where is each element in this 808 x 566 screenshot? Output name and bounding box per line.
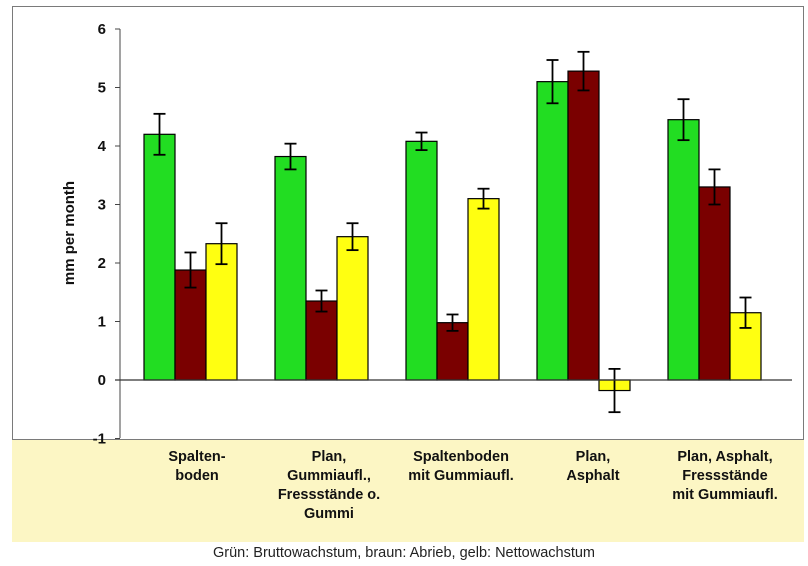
category-label: Plan, Gummiaufl., Fressstände o. Gummi bbox=[277, 449, 381, 522]
bar bbox=[274, 155, 307, 381]
bar bbox=[467, 198, 500, 381]
y-tick-label: 0 bbox=[98, 372, 106, 389]
bar bbox=[405, 140, 438, 381]
y-axis-label: mm per month bbox=[61, 181, 78, 285]
y-tick-label: 3 bbox=[98, 197, 106, 214]
y-tick-label: 6 bbox=[98, 21, 106, 38]
bar bbox=[536, 81, 569, 381]
chart-caption: Grün: Bruttowachstum, braun: Abrieb, gel… bbox=[212, 545, 596, 561]
bar bbox=[336, 236, 369, 381]
category-label: Plan, Asphalt bbox=[566, 449, 620, 484]
y-tick-label: 2 bbox=[98, 255, 106, 272]
category-label-panel: Spalten- boden Plan, Gummiaufl., Fressst… bbox=[12, 440, 804, 542]
category-label: Plan, Asphalt, Fressstände mit Gummiaufl… bbox=[672, 449, 778, 503]
bar bbox=[698, 186, 731, 381]
y-tick-label: 5 bbox=[98, 80, 106, 97]
bar bbox=[667, 119, 700, 381]
y-tick-label: 1 bbox=[98, 314, 106, 331]
y-tick-label: -1 bbox=[93, 431, 106, 448]
bar bbox=[436, 322, 469, 381]
bar bbox=[143, 133, 176, 381]
y-tick-label: 4 bbox=[98, 138, 107, 155]
bar bbox=[567, 70, 600, 381]
category-label: Spalten- boden bbox=[168, 449, 226, 484]
category-label: Spaltenboden mit Gummiaufl. bbox=[408, 449, 514, 484]
bar bbox=[305, 300, 338, 381]
